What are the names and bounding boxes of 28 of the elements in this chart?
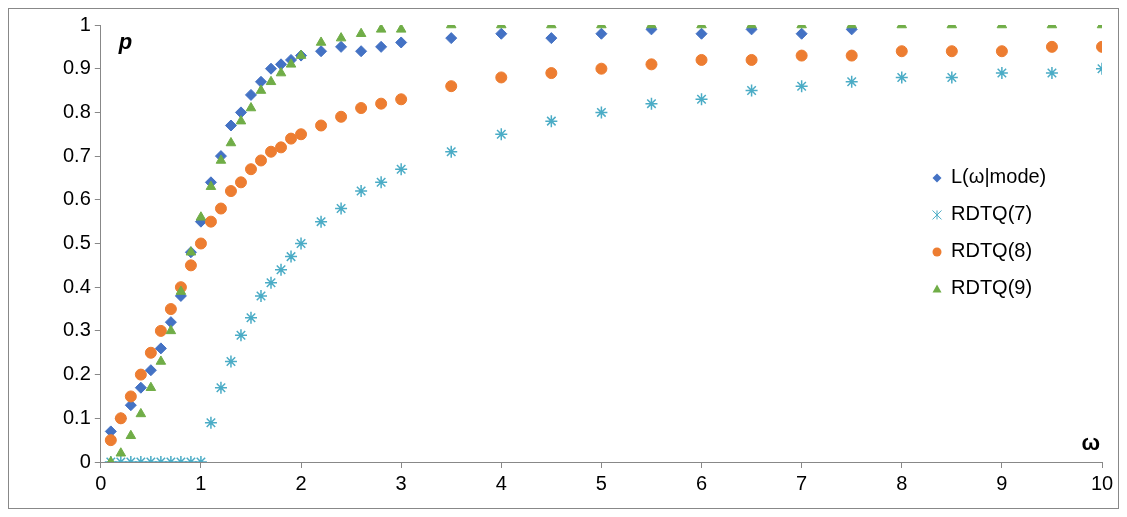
y-tick-label: 0.8 <box>62 99 91 122</box>
x-tick-label: 6 <box>695 471 708 494</box>
x-tick-label: 0 <box>95 471 107 494</box>
legend-label: RDTQ(8) <box>951 239 1033 262</box>
y-tick-label: 0.1 <box>62 405 91 428</box>
y-axis-title: p <box>117 29 133 55</box>
x-tick-label: 8 <box>896 471 908 494</box>
x-tick-label: 4 <box>495 471 507 494</box>
y-tick-label: 0.2 <box>62 362 91 385</box>
y-tick-label: 0.7 <box>62 143 91 166</box>
y-tick-label: 0.3 <box>62 318 91 341</box>
x-tick-label: 2 <box>295 471 307 494</box>
x-axis-title: ω <box>1081 430 1100 456</box>
legend-label: RDTQ(7) <box>951 202 1033 225</box>
legend-label: L(ω|mode) <box>951 165 1047 188</box>
x-tick-label: 5 <box>595 471 607 494</box>
y-tick-label: 0.9 <box>62 56 91 79</box>
x-tick-label: 10 <box>1090 471 1114 494</box>
y-tick-label: 0.6 <box>62 187 91 210</box>
y-tick-label: 0.4 <box>62 274 91 297</box>
x-tick-label: 9 <box>996 471 1008 494</box>
legend-label: RDTQ(9) <box>951 276 1033 299</box>
y-tick-label: 1 <box>79 12 91 35</box>
x-tick-label: 7 <box>796 471 808 494</box>
x-tick-label: 3 <box>395 471 407 494</box>
y-tick-label: 0 <box>79 449 91 472</box>
y-tick-label: 0.5 <box>62 231 91 254</box>
x-tick-label: 1 <box>195 471 207 494</box>
